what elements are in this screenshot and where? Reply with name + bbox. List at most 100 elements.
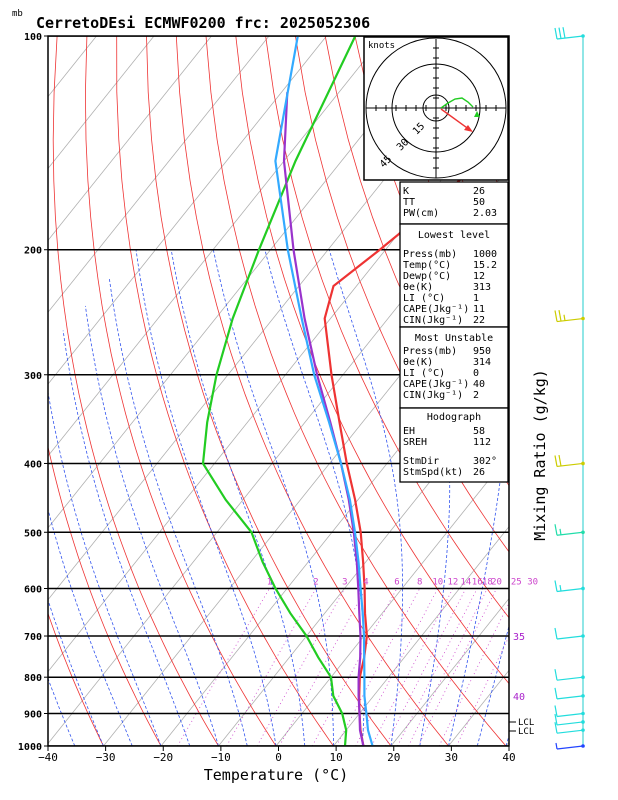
stats-value: 15.2	[473, 260, 497, 271]
mixing-ratio-line	[177, 588, 270, 746]
dewpoint-profile	[201, 36, 357, 746]
stats-value: 2.03	[473, 208, 497, 219]
temperature-tick-label: 40	[502, 751, 515, 764]
stats-box	[399, 407, 509, 483]
stats-value: 1000	[473, 249, 497, 260]
mixing-ratio-label: 20	[491, 577, 502, 587]
dry-adiabat-line	[593, 36, 618, 746]
isotherm-line	[48, 166, 509, 745]
stats-value: 950	[473, 346, 491, 357]
moist-adiabat-line	[328, 249, 404, 746]
stats-key: K	[403, 186, 409, 197]
stats-value: 12	[473, 271, 485, 282]
stats-value: 1	[473, 293, 479, 304]
moist-adiabat-line	[505, 734, 509, 746]
moist-adiabat-line	[135, 249, 277, 746]
dry-adiabat-line	[205, 36, 507, 746]
isotherm-line	[333, 525, 509, 746]
stats-key: CAPE(Jkg⁻¹)	[403, 304, 469, 315]
mixing-ratio-line	[385, 588, 467, 746]
wind-barb	[554, 722, 585, 734]
stats-section-title: Most Unstable	[415, 333, 493, 344]
moist-adiabat-line	[48, 677, 76, 746]
stats-value: 58	[473, 426, 485, 437]
stats-key: θe(K)	[403, 357, 433, 368]
virtual_temperature-profile	[274, 36, 374, 746]
lcl-label-1: LCL	[518, 718, 534, 728]
stats-key: CIN(Jkg⁻¹)	[403, 315, 463, 326]
chart-title: CerretoDEsi ECMWF0200 frc: 2025052306	[36, 14, 370, 32]
dry-adiabat-line	[48, 612, 104, 746]
wind-barb	[554, 27, 585, 40]
hodograph-unit: knots	[368, 41, 395, 51]
dry-adiabat-line	[235, 36, 509, 685]
moist-adiabat-line	[48, 508, 133, 746]
stats-key: LI (°C)	[403, 368, 445, 379]
stats-key: SREH	[403, 437, 427, 448]
stats-value: 0	[473, 368, 479, 379]
temperature-tick-label: −10	[211, 751, 231, 764]
moist-adiabat-line	[476, 624, 509, 746]
isotherm-line	[103, 238, 509, 746]
lcl-markers: LCL LCL	[509, 718, 534, 737]
stats-key: CIN(Jkg⁻¹)	[403, 390, 463, 401]
pressure-tick-label: 1000	[18, 742, 42, 753]
stats-section-title: Lowest level	[418, 230, 490, 241]
wind-barb	[555, 742, 585, 750]
mixing-ratio-label: 1	[267, 577, 272, 587]
wind-barb	[554, 524, 585, 536]
mixing-ratio-label: 12	[447, 577, 458, 587]
pressure-unit-label: mb	[12, 9, 23, 19]
pressure-tick-label: 900	[24, 710, 42, 721]
stats-key: Press(mb)	[403, 346, 457, 357]
dry-adiabat-line	[52, 36, 219, 746]
pressure-tick-label: 400	[24, 459, 42, 470]
stats-key: EH	[403, 426, 415, 437]
pressure-tick-label: 100	[24, 32, 42, 43]
stats-value: 314	[473, 357, 491, 368]
stats-key: θe(K)	[403, 282, 433, 293]
moist-adiabat-line	[109, 279, 248, 746]
isotherm-line	[390, 597, 509, 746]
moist-adiabat-line	[62, 330, 191, 746]
pressure-tick-label: 600	[24, 584, 42, 595]
temperature-tick-label: −30	[96, 751, 116, 764]
moist-adiabat-line	[0, 456, 46, 746]
hodograph-marker	[474, 111, 480, 117]
isotherm-line	[48, 36, 270, 313]
mixing-ratio-line	[371, 588, 454, 746]
mixing-ratio-label: 25	[511, 577, 522, 587]
wind-barb	[554, 454, 585, 468]
pressure-tick-label: 800	[24, 673, 42, 684]
dry-adiabat-line	[175, 36, 449, 746]
mixing-ratio-line	[336, 588, 421, 746]
hodograph-trace	[440, 97, 474, 109]
temperature-tick-label: 10	[330, 751, 343, 764]
theta-label: 35	[513, 632, 525, 643]
dry-adiabat-line	[84, 36, 277, 746]
mixing-ratio-label: 6	[394, 577, 399, 587]
stats-value: 11	[473, 304, 485, 315]
wind-barb	[554, 627, 585, 640]
mixing-ratio-line	[355, 588, 439, 746]
parcel_path-profile	[282, 92, 365, 746]
mixing-ratio-label: 16	[472, 577, 483, 587]
mixing-ratio-label: 8	[417, 577, 422, 587]
mixing-ratio-label: 14	[460, 577, 471, 587]
dry-adiabat-line	[295, 36, 509, 553]
stats-key: PW(cm)	[403, 208, 439, 219]
stats-value: 26	[473, 186, 485, 197]
mixing-ratio-label: 18	[482, 577, 493, 587]
dry-adiabat-line	[563, 36, 618, 746]
isotherm-line	[564, 36, 618, 746]
stats-value: 40	[473, 379, 485, 390]
stats-key: TT	[403, 197, 415, 208]
x-axis-label: Temperature (°C)	[204, 766, 349, 784]
wind-barb	[554, 310, 585, 323]
wind-barb	[554, 705, 585, 718]
stats-key: Press(mb)	[403, 249, 457, 260]
mixing-ratio-label: 30	[527, 577, 538, 587]
isotherm-line	[275, 454, 509, 746]
wind-barb	[554, 580, 585, 593]
